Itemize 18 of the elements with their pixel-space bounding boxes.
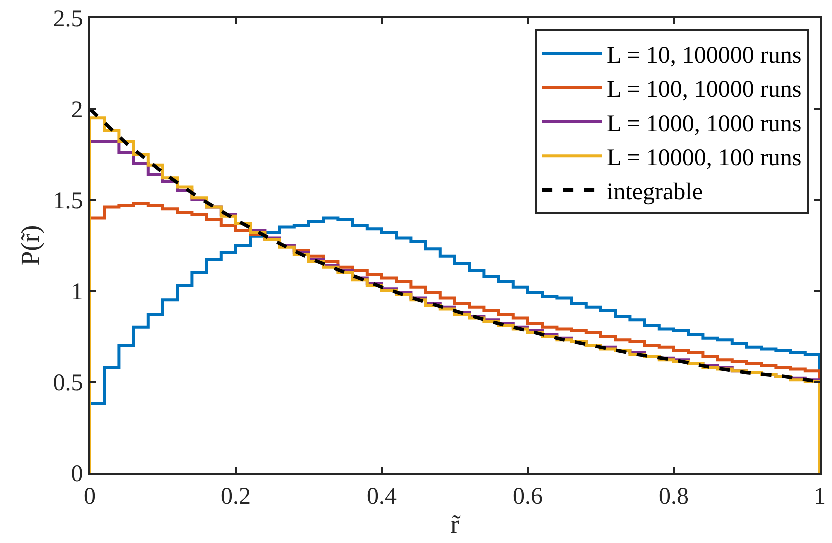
legend-label: L = 10000, 100 runs [607, 145, 802, 172]
y-tick-label: 1.5 [53, 188, 84, 214]
x-axis-title: r̃ [450, 510, 462, 539]
y-tick-label: 1 [71, 279, 84, 306]
legend-label: L = 10, 100000 runs [607, 42, 802, 69]
y-tick-label: 0.5 [53, 370, 84, 396]
legend-label: integrable [607, 180, 704, 206]
x-tick-label: 0.8 [659, 484, 689, 510]
y-tick-label: 2 [71, 97, 84, 124]
x-tick-label: 0.6 [513, 484, 543, 510]
x-tick-label: 1 [814, 484, 826, 510]
y-axis-title: P(r̃) [16, 225, 46, 266]
y-tick-label: 2.5 [53, 6, 84, 32]
x-tick-label: 0.4 [367, 484, 397, 510]
legend-label: L = 1000, 1000 runs [607, 111, 802, 138]
y-tick-label: 0 [71, 461, 84, 488]
legend-label: L = 100, 10000 runs [607, 77, 802, 104]
x-tick-label: 0.2 [221, 484, 251, 510]
